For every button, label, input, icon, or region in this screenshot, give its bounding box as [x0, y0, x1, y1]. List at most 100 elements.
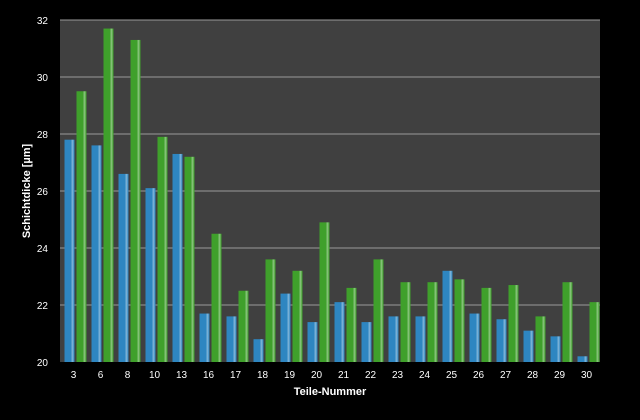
y-tick-label: 20: [37, 358, 49, 369]
bar-series2-23: [400, 282, 411, 362]
bar-series1-24: [415, 316, 426, 362]
x-tick-label: 10: [149, 370, 161, 381]
y-tick-label: 28: [37, 130, 49, 141]
bar-highlight: [245, 290, 248, 362]
bar-series1-6: [91, 145, 102, 362]
bar-series2-29: [562, 282, 573, 362]
bar-highlight: [206, 313, 209, 362]
x-tick-label: 6: [98, 370, 104, 381]
bar-highlight: [557, 336, 560, 362]
bar-highlight: [380, 259, 383, 362]
bar-series2-27: [508, 285, 519, 362]
bar-series2-16: [211, 233, 222, 362]
x-tick-label: 19: [284, 370, 296, 381]
bar-highlight: [476, 313, 479, 362]
bar-series1-19: [280, 293, 291, 362]
x-axis-ticks: 3 6 8 10 13 16 17 18 19 20 21 22 23 24 25 26 27 28 29 30: [71, 370, 593, 381]
bar-series1-23: [388, 316, 399, 362]
x-tick-label: 24: [419, 370, 431, 381]
bar-series2-20: [319, 222, 330, 362]
bar-highlight: [584, 356, 587, 362]
bar-highlight: [218, 233, 221, 362]
bar-series1-13: [172, 153, 183, 362]
bar-highlight: [461, 279, 464, 362]
bar-highlight: [137, 39, 140, 362]
bar-series1-16: [199, 313, 210, 362]
bar-highlight: [110, 28, 113, 363]
bar-series1-18: [253, 339, 264, 362]
bar-series1-25: [442, 270, 453, 362]
bar-highlight: [488, 287, 491, 362]
y-tick-label: 22: [37, 301, 49, 312]
bars: [64, 28, 600, 363]
x-tick-label: 8: [125, 370, 131, 381]
bar-series1-21: [334, 302, 345, 362]
bar-series2-8: [130, 39, 141, 362]
bar-series2-22: [373, 259, 384, 362]
bar-series1-30: [577, 356, 588, 362]
bar-highlight: [569, 282, 572, 362]
bar-series1-29: [550, 336, 561, 362]
x-tick-label: 18: [257, 370, 269, 381]
bar-series1-28: [523, 330, 534, 362]
x-tick-label: 17: [230, 370, 242, 381]
x-tick-label: 3: [71, 370, 77, 381]
bar-series1-17: [226, 316, 237, 362]
bar-highlight: [326, 222, 329, 362]
y-tick-label: 32: [37, 16, 49, 27]
bar-highlight: [260, 339, 263, 362]
bar-series2-30: [589, 302, 600, 362]
bar-series2-3: [76, 91, 87, 362]
bar-highlight: [368, 322, 371, 362]
x-tick-label: 23: [392, 370, 404, 381]
bar-highlight: [314, 322, 317, 362]
bar-highlight: [179, 153, 182, 362]
bar-series2-17: [238, 290, 249, 362]
bar-highlight: [542, 316, 545, 362]
x-tick-label: 13: [176, 370, 188, 381]
bar-highlight: [596, 302, 599, 362]
bar-series2-24: [427, 282, 438, 362]
x-tick-label: 21: [338, 370, 350, 381]
bar-highlight: [83, 91, 86, 362]
y-tick-label: 24: [37, 244, 49, 255]
bar-series2-21: [346, 287, 357, 362]
bar-highlight: [191, 156, 194, 362]
bar-series2-25: [454, 279, 465, 362]
bar-highlight: [530, 330, 533, 362]
bar-highlight: [71, 139, 74, 362]
y-tick-label: 26: [37, 187, 49, 198]
x-tick-label: 27: [500, 370, 512, 381]
x-tick-label: 22: [365, 370, 377, 381]
bar-highlight: [353, 287, 356, 362]
bar-highlight: [164, 136, 167, 362]
bar-highlight: [503, 319, 506, 362]
x-tick-label: 20: [311, 370, 323, 381]
bar-series2-13: [184, 156, 195, 362]
bar-highlight: [422, 316, 425, 362]
x-tick-label: 26: [473, 370, 485, 381]
bar-series1-22: [361, 322, 372, 362]
bar-series2-6: [103, 28, 114, 363]
x-tick-label: 16: [203, 370, 215, 381]
bar-highlight: [287, 293, 290, 362]
x-tick-label: 29: [554, 370, 566, 381]
bar-series1-10: [145, 188, 156, 362]
x-tick-label: 28: [527, 370, 539, 381]
bar-series2-28: [535, 316, 546, 362]
bar-series2-18: [265, 259, 276, 362]
bar-highlight: [152, 188, 155, 362]
y-axis-label: Schichtdicke [µm]: [21, 143, 33, 238]
bar-series1-26: [469, 313, 480, 362]
bar-series1-8: [118, 173, 129, 362]
bar-series1-20: [307, 322, 318, 362]
bar-highlight: [233, 316, 236, 362]
x-tick-label: 25: [446, 370, 458, 381]
bar-highlight: [299, 270, 302, 362]
bar-highlight: [407, 282, 410, 362]
bar-highlight: [434, 282, 437, 362]
bar-series2-26: [481, 287, 492, 362]
y-axis-ticks: 20 22 24 26 28 30 32: [37, 16, 49, 369]
bar-highlight: [515, 285, 518, 362]
